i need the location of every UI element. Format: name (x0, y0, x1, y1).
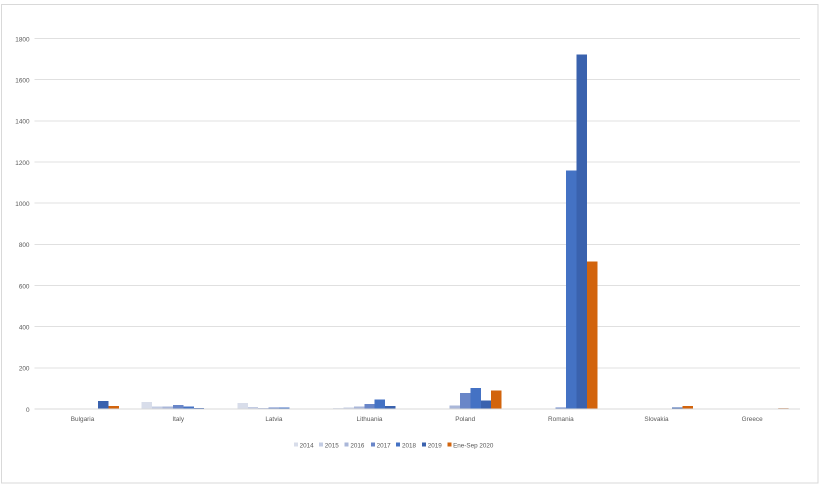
svg-text:2015: 2015 (325, 443, 340, 450)
svg-text:800: 800 (19, 242, 30, 249)
svg-text:1800: 1800 (15, 36, 30, 43)
svg-text:Italy: Italy (172, 416, 185, 423)
svg-text:600: 600 (19, 283, 30, 290)
svg-text:2018: 2018 (402, 443, 417, 450)
svg-text:2014: 2014 (300, 443, 315, 450)
svg-text:1200: 1200 (15, 160, 30, 167)
svg-text:Latvia: Latvia (265, 416, 282, 423)
svg-text:0: 0 (26, 407, 30, 414)
svg-text:Bulgaria: Bulgaria (71, 416, 95, 423)
svg-text:2017: 2017 (377, 443, 392, 450)
svg-text:1400: 1400 (15, 119, 30, 126)
svg-text:Poland: Poland (455, 416, 475, 423)
svg-text:Romania: Romania (548, 416, 574, 423)
svg-text:Lithuania: Lithuania (357, 416, 383, 423)
svg-text:2016: 2016 (350, 443, 365, 450)
svg-text:1000: 1000 (15, 201, 30, 208)
svg-text:200: 200 (19, 366, 30, 373)
svg-text:400: 400 (19, 324, 30, 331)
svg-text:2019: 2019 (428, 443, 443, 450)
svg-text:1600: 1600 (15, 78, 30, 85)
svg-text:Slovakia: Slovakia (644, 416, 669, 423)
svg-text:Ene-Sep 2020: Ene-Sep 2020 (453, 443, 494, 450)
svg-text:Greece: Greece (742, 416, 763, 423)
